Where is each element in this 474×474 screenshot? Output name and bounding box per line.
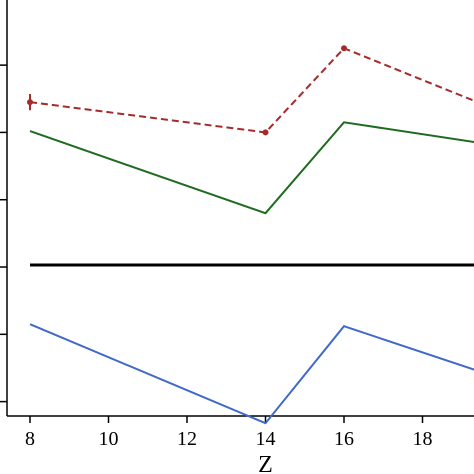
x-tick-label: 12 xyxy=(177,428,197,450)
x-tick-labels: 8 10 12 14 16 18 xyxy=(25,428,433,450)
x-axis-title: Z xyxy=(258,452,273,474)
plot-frame xyxy=(6,0,474,417)
x-tick-label: 14 xyxy=(256,428,276,450)
x-tick-label: 10 xyxy=(99,428,119,450)
axis-ticks xyxy=(0,64,424,423)
x-tick-label: 18 xyxy=(413,428,433,450)
series-layer xyxy=(27,45,474,425)
series-line-0 xyxy=(29,47,474,134)
x-tick-label: 8 xyxy=(25,428,35,450)
x-tick-label: 16 xyxy=(334,428,354,450)
series-0-point xyxy=(341,45,347,52)
series-0-point xyxy=(262,129,269,136)
series-line-3 xyxy=(29,323,474,425)
series-line-1 xyxy=(29,121,474,215)
